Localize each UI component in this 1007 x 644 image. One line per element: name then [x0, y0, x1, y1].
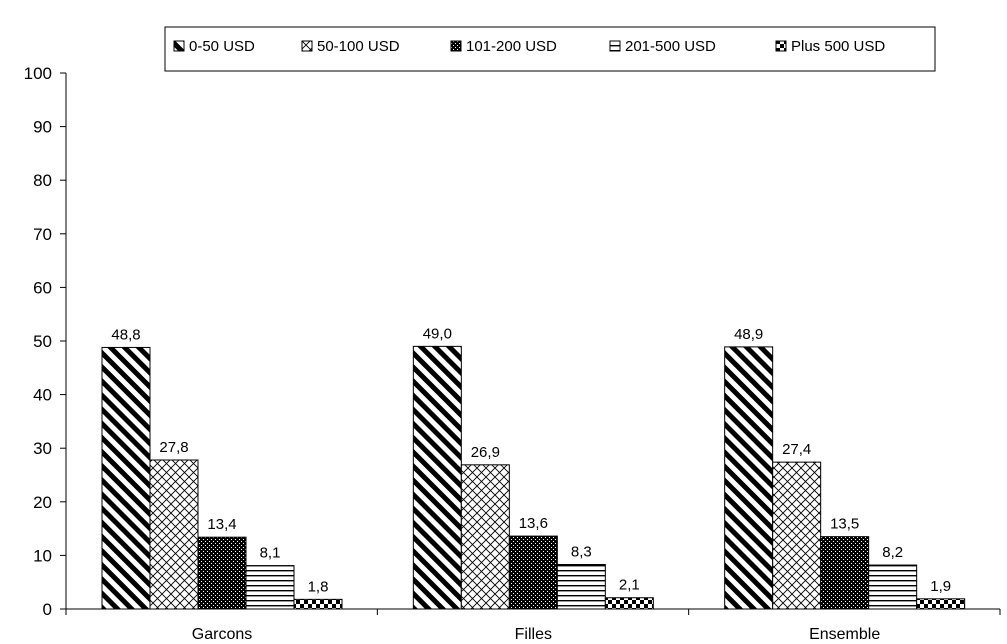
y-tick-label: 70	[33, 225, 52, 244]
y-tick-label: 0	[43, 600, 52, 619]
legend-label-3: 201-500 USD	[625, 38, 716, 55]
legend-swatch-2	[450, 40, 462, 52]
y-tick-label: 90	[33, 118, 52, 137]
legend: 0-50 USD 50-100 USD 101-200 USD 201-500 USD…	[164, 26, 936, 72]
data-labels: 48,8 27,8 13,4 8,1 1,8 49,0 26,9 13,6 8,3 2,1 48,9…	[111, 325, 951, 595]
data-label-0-1: 27,8	[159, 439, 188, 456]
data-label-1-2: 13,6	[519, 515, 548, 532]
data-label-0-4: 1,8	[308, 578, 329, 595]
bar-0-3	[245, 565, 295, 610]
category-label-2: Ensemble	[809, 626, 880, 643]
bar-2-1	[772, 461, 822, 610]
bar-1-4	[604, 597, 654, 610]
bar-1-2	[508, 535, 558, 610]
data-label-1-1: 26,9	[471, 444, 500, 461]
y-tick-label: 10	[33, 546, 52, 565]
bars	[101, 345, 966, 610]
bar-2-4	[916, 598, 966, 610]
y-tick-label: 80	[33, 171, 52, 190]
y-tick-label: 40	[33, 386, 52, 405]
y-tick-label: 20	[33, 493, 52, 512]
legend-swatch-4	[775, 40, 787, 52]
legend-swatch-3	[609, 40, 621, 52]
bar-0-4	[293, 598, 343, 610]
data-label-1-4: 2,1	[619, 577, 640, 594]
legend-label-0: 0-50 USD	[189, 38, 255, 55]
bar-1-0	[412, 345, 462, 610]
data-label-2-2: 13,5	[830, 516, 859, 533]
y-tick-label: 100	[24, 64, 52, 83]
data-label-1-3: 8,3	[571, 544, 592, 561]
bar-2-2	[820, 536, 870, 610]
legend-swatch-0	[173, 40, 185, 52]
bar-0-1	[149, 459, 199, 610]
data-label-2-1: 27,4	[782, 441, 811, 458]
data-label-2-0: 48,9	[734, 326, 763, 343]
legend-box	[164, 26, 936, 72]
category-label-0: Garcons	[192, 626, 252, 643]
legend-label-4: Plus 500 USD	[791, 38, 885, 55]
y-tick-label: 50	[33, 332, 52, 351]
bar-1-1	[460, 464, 510, 610]
data-label-0-3: 8,1	[260, 545, 281, 562]
data-label-0-0: 48,8	[111, 326, 140, 343]
data-label-2-3: 8,2	[882, 544, 903, 561]
bar-2-0	[724, 346, 774, 610]
y-tick-label: 60	[33, 278, 52, 297]
y-tick-label: 30	[33, 439, 52, 458]
data-label-1-0: 49,0	[423, 325, 452, 342]
axes: 0 10 20 30 40 50 60 70 80 90 100 Garcons Filles Ensem…	[24, 64, 1001, 643]
bar-0-2	[197, 536, 247, 610]
legend-swatch-1	[301, 40, 313, 52]
data-label-0-2: 13,4	[207, 516, 236, 533]
legend-label-1: 50-100 USD	[317, 38, 400, 55]
bar-1-3	[556, 564, 606, 610]
data-label-2-4: 1,9	[930, 578, 951, 595]
category-label-1: Filles	[515, 626, 552, 643]
bar-0-0	[101, 346, 151, 610]
legend-label-2: 101-200 USD	[466, 38, 557, 55]
bar-2-3	[868, 564, 918, 610]
